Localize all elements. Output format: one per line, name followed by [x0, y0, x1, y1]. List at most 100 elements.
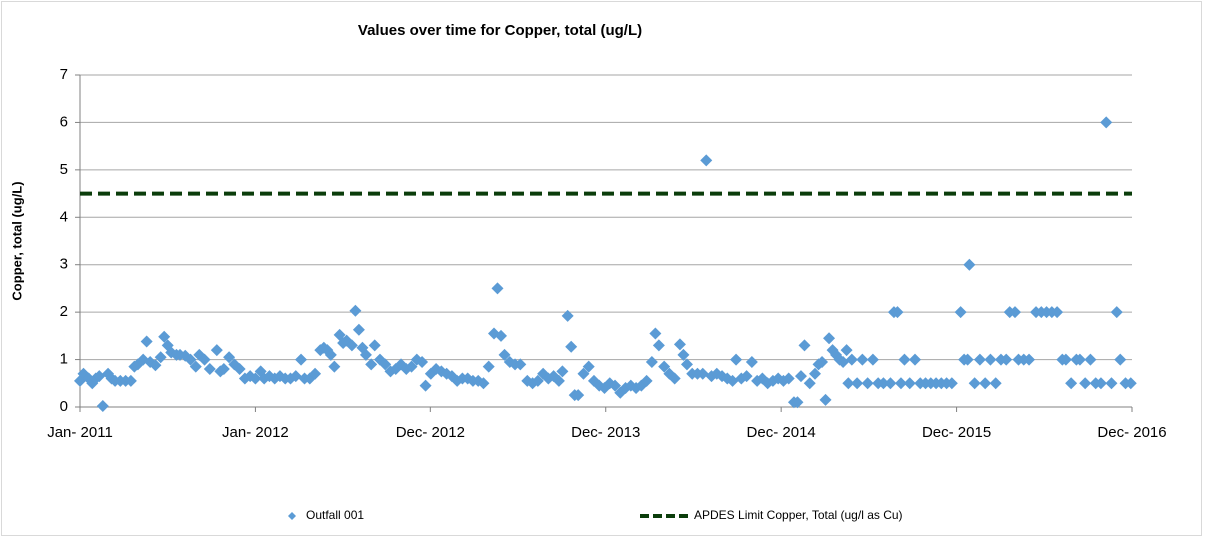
data-point: [649, 327, 662, 340]
data-point: [189, 360, 202, 373]
data-point: [1000, 353, 1013, 366]
y-tick-label: 7: [60, 66, 68, 83]
data-point: [552, 374, 565, 387]
data-point: [668, 372, 681, 385]
data-point: [954, 306, 967, 319]
data-point: [903, 377, 916, 390]
data-point: [1065, 377, 1078, 390]
data-point: [379, 358, 392, 371]
data-point: [368, 339, 381, 352]
data-point: [217, 363, 230, 376]
data-point: [561, 309, 574, 322]
data-point: [158, 330, 171, 343]
data-point: [823, 332, 836, 345]
x-tick-label: Dec- 2012: [396, 424, 465, 441]
data-point: [359, 348, 372, 361]
data-point: [565, 340, 578, 353]
data-point: [877, 377, 890, 390]
data-point: [352, 323, 365, 336]
data-point: [96, 400, 109, 413]
data-point: [345, 339, 358, 352]
chart-title: Values over time for Copper, total (ug/L…: [358, 22, 642, 39]
data-point: [819, 393, 832, 406]
legend-label: APDES Limit Copper, Total (ug/l as Cu): [694, 508, 903, 522]
data-point: [640, 374, 653, 387]
data-point: [979, 377, 992, 390]
data-point: [984, 353, 997, 366]
data-point: [1124, 377, 1137, 390]
x-tick-label: Dec- 2016: [1097, 424, 1166, 441]
data-point: [249, 372, 262, 385]
data-point: [223, 351, 236, 364]
data-point: [652, 339, 665, 352]
data-point: [866, 353, 879, 366]
data-point: [233, 363, 246, 376]
data-point: [572, 389, 585, 402]
data-point: [1079, 377, 1092, 390]
data-point: [791, 396, 804, 409]
data-point: [1105, 377, 1118, 390]
data-point: [556, 365, 569, 378]
data-point: [968, 377, 981, 390]
data-point: [124, 374, 137, 387]
data-point: [582, 360, 595, 373]
data-point: [894, 377, 907, 390]
data-point: [203, 363, 216, 376]
data-point: [309, 367, 322, 380]
data-point: [794, 370, 807, 383]
data-point: [842, 377, 855, 390]
data-point: [884, 377, 897, 390]
y-tick-label: 2: [60, 303, 68, 320]
data-point: [961, 353, 974, 366]
data-point: [1051, 306, 1064, 319]
data-point: [816, 355, 829, 368]
data-point: [93, 370, 106, 383]
data-point: [851, 377, 864, 390]
data-point: [1023, 353, 1036, 366]
data-point: [973, 353, 986, 366]
x-tick-label: Dec- 2014: [747, 424, 816, 441]
y-tick-label: 4: [60, 208, 68, 225]
data-point: [803, 377, 816, 390]
data-point: [680, 358, 693, 371]
data-point: [477, 377, 490, 390]
data-point: [1073, 353, 1086, 366]
x-tick-label: Jan- 2012: [222, 424, 289, 441]
data-point: [365, 358, 378, 371]
data-point: [909, 353, 922, 366]
data-point: [1059, 353, 1072, 366]
y-axis-label: Copper, total (ug/L): [9, 181, 24, 300]
data-point: [945, 377, 958, 390]
data-point: [349, 304, 362, 317]
data-point: [210, 344, 223, 357]
data-point: [963, 258, 976, 271]
data-point: [809, 367, 822, 380]
data-point: [198, 353, 211, 366]
data-point: [328, 360, 341, 373]
data-point: [726, 374, 739, 387]
data-point: [149, 359, 162, 372]
data-point: [514, 358, 527, 371]
y-tick-label: 5: [60, 161, 68, 178]
data-point: [837, 355, 850, 368]
data-point: [577, 367, 590, 380]
data-point: [184, 353, 197, 366]
data-point: [898, 353, 911, 366]
y-tick-label: 0: [60, 398, 68, 415]
data-point: [495, 329, 508, 342]
data-point: [700, 154, 713, 167]
data-point: [840, 344, 853, 357]
data-point: [740, 370, 753, 383]
data-point: [419, 379, 432, 392]
y-tick-label: 6: [60, 113, 68, 130]
data-point: [891, 306, 904, 319]
data-point: [1100, 116, 1113, 129]
data-point: [1084, 353, 1097, 366]
data-point: [730, 353, 743, 366]
data-point: [989, 377, 1002, 390]
data-point: [609, 379, 622, 392]
data-point: [696, 367, 709, 380]
data-point: [845, 353, 858, 366]
